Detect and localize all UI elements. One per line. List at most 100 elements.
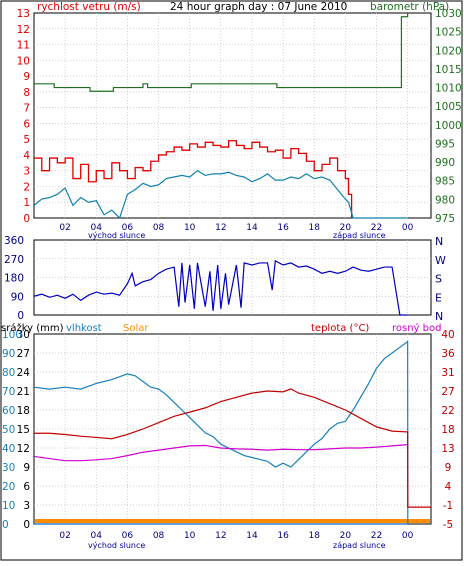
pressure-series (34, 13, 409, 92)
wind-speed-tick-label: 13 (17, 8, 30, 20)
sunrise-label-bottom: východ slunce (88, 541, 145, 550)
pressure-tick-label: 1010 (435, 83, 462, 95)
sunrise-label: východ slunce (88, 231, 145, 240)
direction-degree-tick: 360 (4, 235, 24, 247)
temperature-tick-label: 31 (441, 367, 454, 379)
rain-tick-label: 24 (17, 367, 31, 379)
pressure-tick-label: 1020 (435, 45, 462, 57)
pressure-tick-label: 1000 (435, 120, 462, 132)
hour-tick-label: 14 (246, 223, 258, 233)
wind-gust-series (34, 140, 353, 218)
dewpoint-axis-title: rosný bod (392, 322, 441, 334)
humidity-tick-label: 20 (2, 481, 15, 493)
hour-tick-label: 04 (91, 223, 103, 233)
hour-tick-label-bottom: 16 (277, 531, 289, 541)
hour-tick-label: 12 (215, 223, 226, 233)
rain-tick-label: 6 (23, 481, 30, 493)
wind-speed-tick-label: 0 (23, 213, 30, 225)
wind-direction-series (33, 259, 408, 316)
temperature-tick-label: 36 (441, 348, 455, 360)
temperature-series (34, 388, 431, 508)
hour-tick-label-bottom: 04 (91, 531, 103, 541)
rain-tick-label: 27 (17, 348, 30, 360)
compass-tick-label: S (435, 273, 442, 286)
temperature-tick-label: 13 (441, 443, 454, 455)
wind-speed-tick-label: 5 (23, 134, 30, 146)
hour-tick-label-bottom: 10 (184, 531, 196, 541)
temperature-tick-label: 9 (445, 462, 452, 474)
rain-tick-label: 21 (17, 386, 30, 398)
hour-tick-label: 06 (122, 223, 134, 233)
hour-tick-label-bottom: 14 (246, 531, 258, 541)
humidity-tick-label: 30 (2, 462, 15, 474)
dewpoint-series (33, 444, 408, 462)
hour-tick-label: 18 (309, 223, 321, 233)
temperature-tick-label: 40 (441, 329, 454, 341)
pressure-tick-label: 980 (435, 194, 455, 206)
temperature-tick-label: -1 (443, 500, 453, 512)
pressure-tick-label: 1015 (435, 64, 462, 76)
wind-speed-tick-label: 8 (23, 87, 30, 99)
solar-bar (35, 519, 430, 523)
direction-degree-tick: 90 (11, 291, 24, 303)
hour-tick-label: 10 (184, 223, 196, 233)
wind-average-series (33, 169, 408, 220)
direction-degree-tick: 180 (4, 273, 24, 285)
rain-tick-label: 0 (23, 519, 30, 531)
hour-tick-label: 16 (277, 223, 289, 233)
temperature-humidity-series (33, 340, 431, 525)
wind-speed-tick-label: 1 (23, 197, 30, 209)
compass-tick-label: E (435, 291, 442, 304)
wind-speed-tick-label: 3 (23, 166, 30, 178)
wind-pressure-series (33, 13, 409, 220)
wind-speed-tick-label: 2 (23, 181, 30, 193)
humidity-tick-label: 10 (2, 500, 15, 512)
rain-tick-label: 9 (23, 462, 30, 474)
pressure-tick-label: 1005 (435, 101, 462, 113)
temperature-tick-label: 4 (445, 481, 452, 493)
hour-tick-label-bottom: 00 (402, 531, 414, 541)
compass-tick-label: W (435, 254, 446, 267)
direction-degree-tick: 270 (4, 254, 24, 266)
temperature-tick-label: 27 (441, 386, 454, 398)
wind-speed-tick-label: 12 (17, 24, 30, 36)
hour-tick-label: 20 (340, 223, 352, 233)
hour-tick-label-bottom: 20 (340, 531, 352, 541)
rain-axis-title: srážky (mm) (1, 322, 64, 334)
temperature-tick-label: 22 (441, 405, 454, 417)
humidity-tick-label: 70 (2, 386, 15, 398)
wind-direction-series (33, 259, 408, 316)
humidity-tick-label: 0 (2, 519, 9, 531)
hour-tick-label: 00 (402, 223, 414, 233)
temperature-humidity-grid (34, 334, 431, 524)
pressure-tick-label: 975 (435, 213, 455, 225)
hour-tick-label-bottom: 22 (371, 531, 382, 541)
humidity-tick-label: 50 (2, 424, 15, 436)
humidity-tick-label: 40 (2, 443, 15, 455)
wind-speed-axis-title: rychlost vetru (m/s) (37, 1, 141, 13)
rain-tick-label: 30 (17, 329, 30, 341)
humidity-tick-label: 60 (2, 405, 15, 417)
direction-degree-tick: 0 (17, 310, 24, 322)
hour-tick-label-bottom: 12 (215, 531, 226, 541)
hour-tick-label-bottom: 06 (122, 531, 134, 541)
hour-tick-label-bottom: 18 (309, 531, 321, 541)
rain-tick-label: 3 (23, 500, 30, 512)
pressure-tick-label: 1025 (435, 27, 462, 39)
humidity-axis-title: vlhkost (66, 323, 102, 334)
sunset-label-bottom: západ slunce (333, 541, 386, 550)
hour-tick-label-bottom: 02 (59, 531, 70, 541)
temperature-axis-title: teplota (°C) (311, 323, 369, 334)
hour-tick-label: 02 (59, 223, 70, 233)
pressure-tick-label: 985 (435, 176, 455, 188)
hour-tick-label: 22 (371, 223, 382, 233)
wind-speed-tick-label: 7 (23, 103, 30, 115)
pressure-axis-title: barometr (hPa) (370, 1, 449, 13)
pressure-tick-label: 1030 (435, 8, 462, 20)
pressure-tick-label: 995 (435, 138, 455, 150)
rain-tick-label: 18 (17, 405, 30, 417)
temperature-tick-label: 18 (441, 424, 454, 436)
chart-title: 24 hour graph day : 07 June 2010 (170, 1, 347, 13)
